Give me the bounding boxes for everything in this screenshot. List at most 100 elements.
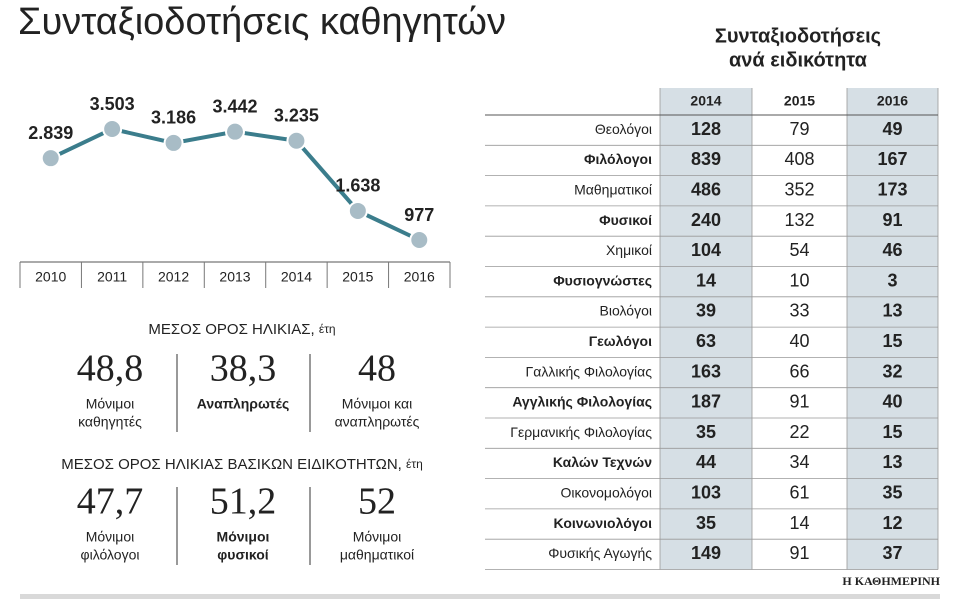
cell-value: 149 <box>691 543 721 563</box>
cell-value: 91 <box>789 543 809 563</box>
cell-value: 132 <box>784 210 814 230</box>
heading-unit: έτη <box>319 322 336 336</box>
stat-label: αναπληρωτές <box>335 414 420 430</box>
cell-value: 12 <box>882 513 902 533</box>
cell-value: 33 <box>789 301 809 321</box>
cell-value: 91 <box>882 210 902 230</box>
cell-value: 167 <box>877 149 907 169</box>
stat-value: 38,3 <box>210 348 277 390</box>
marker <box>163 132 184 153</box>
cell-value: 22 <box>789 422 809 442</box>
stat-value: 47,7 <box>77 481 144 523</box>
stat-label: φιλόλογοι <box>81 547 140 563</box>
heading-unit: έτη <box>406 457 423 471</box>
cell-value: 10 <box>789 270 809 290</box>
cell-value: 34 <box>789 452 809 472</box>
row-name: Γερμανικής Φιλολογίας <box>510 424 652 440</box>
value-label: 2.839 <box>28 123 73 143</box>
row-name: Φιλόλογοι <box>584 151 652 167</box>
marker <box>409 230 430 250</box>
value-label: 3.186 <box>151 108 196 128</box>
row-name: Κοινωνιολόγοι <box>554 515 653 531</box>
x-tick-label: 2011 <box>97 269 127 285</box>
stat-label: καθηγητές <box>78 414 142 430</box>
row-name: Οικονομολόγοι <box>561 484 652 500</box>
row-name: Θεολόγοι <box>595 121 652 137</box>
cell-value: 352 <box>784 180 814 200</box>
cell-value: 91 <box>789 392 809 412</box>
cell-value: 32 <box>882 361 902 381</box>
cell-value: 15 <box>882 422 902 442</box>
cell-value: 14 <box>696 270 716 290</box>
heading-text: ΜΕΣΟΣ ΟΡΟΣ ΗΛΙΚΙΑΣ, <box>148 321 314 338</box>
stat-label: Μόνιμοι <box>86 396 135 412</box>
row-name: Μαθηματικοί <box>574 181 652 197</box>
row-name: Χημικοί <box>606 242 652 258</box>
footer-bar <box>20 594 940 599</box>
x-tick-label: 2016 <box>404 269 435 285</box>
cell-value: 40 <box>789 331 809 351</box>
value-label: 3.235 <box>274 106 319 126</box>
cell-value: 44 <box>696 452 716 472</box>
cell-value: 40 <box>882 392 902 412</box>
stat-value: 48 <box>358 348 396 390</box>
stat-label: Μόνιμοι <box>86 529 135 545</box>
cell-value: 35 <box>696 422 716 442</box>
value-label: 977 <box>404 205 434 225</box>
marker <box>286 130 307 151</box>
stat-value: 48,8 <box>77 348 144 390</box>
row-name: Βιολόγοι <box>600 303 652 319</box>
x-tick-label: 2012 <box>158 269 189 285</box>
cell-value: 13 <box>882 301 902 321</box>
x-tick-label: 2015 <box>342 269 373 285</box>
cell-value: 240 <box>691 210 721 230</box>
cell-value: 187 <box>691 392 721 412</box>
cell-value: 66 <box>789 361 809 381</box>
column-shade <box>660 88 752 570</box>
cell-value: 63 <box>696 331 716 351</box>
stat-label: φυσικοί <box>217 547 269 563</box>
cell-value: 49 <box>882 119 902 139</box>
column-shade <box>847 88 938 570</box>
value-label: 1.638 <box>335 176 380 196</box>
stat-label: Μόνιμοι <box>353 529 402 545</box>
stat-heading: ΜΕΣΟΣ ΟΡΟΣ ΗΛΙΚΙΑΣ ΒΑΣΙΚΩΝ ΕΙΔΙΚΟΤΗΤΩΝ, … <box>61 456 423 473</box>
stat-heading: ΜΕΣΟΣ ΟΡΟΣ ΗΛΙΚΙΑΣ, έτη <box>148 321 335 338</box>
cell-value: 128 <box>691 119 721 139</box>
marker <box>40 148 61 169</box>
column-header: 2014 <box>690 93 721 109</box>
cell-value: 14 <box>789 513 809 533</box>
column-header: 2015 <box>784 93 815 109</box>
row-name: Φυσικοί <box>599 212 652 228</box>
cell-value: 35 <box>696 513 716 533</box>
column-header: 2016 <box>877 93 908 109</box>
marker <box>347 200 368 221</box>
stat-value: 51,2 <box>210 481 277 523</box>
x-tick-label: 2014 <box>281 269 312 285</box>
cell-value: 15 <box>882 331 902 351</box>
cell-value: 35 <box>882 483 902 503</box>
marker <box>102 119 123 139</box>
stat-label: Αναπληρωτές <box>197 396 289 412</box>
cell-value: 104 <box>691 240 721 260</box>
cell-value: 486 <box>691 180 721 200</box>
x-tick-label: 2010 <box>35 269 66 285</box>
cell-value: 173 <box>877 180 907 200</box>
cell-value: 79 <box>789 119 809 139</box>
cell-value: 3 <box>887 270 897 290</box>
cell-value: 13 <box>882 452 902 472</box>
cell-value: 39 <box>696 301 716 321</box>
cell-value: 103 <box>691 483 721 503</box>
heading-text: ΜΕΣΟΣ ΟΡΟΣ ΗΛΙΚΙΑΣ ΒΑΣΙΚΩΝ ΕΙΔΙΚΟΤΗΤΩΝ, <box>61 456 402 473</box>
cell-value: 61 <box>789 483 809 503</box>
row-name: Αγγλικής Φιλολογίας <box>512 394 652 410</box>
stat-value: 52 <box>358 481 396 523</box>
x-tick-label: 2013 <box>219 269 250 285</box>
value-label: 3.442 <box>212 96 257 116</box>
cell-value: 839 <box>691 149 721 169</box>
title: Συνταξιοδοτήσεις καθηγητών <box>18 1 506 43</box>
stat-label: Μόνιμοι και <box>342 396 412 412</box>
cell-value: 54 <box>789 240 809 260</box>
table-title: Συνταξιοδοτήσεις <box>715 25 881 47</box>
